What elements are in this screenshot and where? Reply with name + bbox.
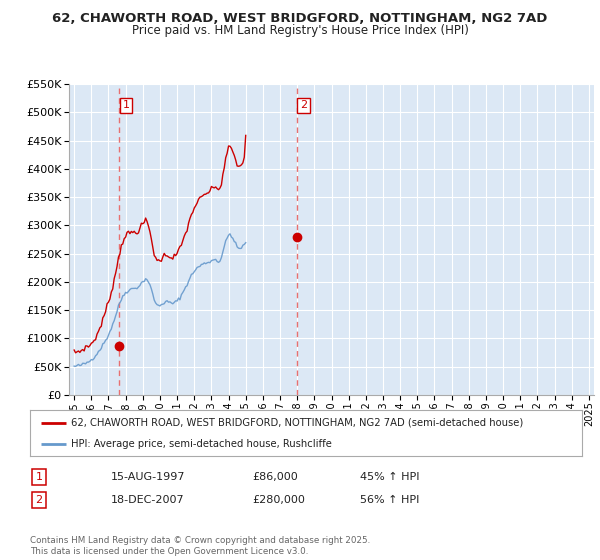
- Text: £86,000: £86,000: [252, 472, 298, 482]
- Text: Contains HM Land Registry data © Crown copyright and database right 2025.
This d: Contains HM Land Registry data © Crown c…: [30, 536, 370, 556]
- Text: 2: 2: [300, 100, 307, 110]
- Text: £280,000: £280,000: [252, 495, 305, 505]
- Text: 1: 1: [35, 472, 43, 482]
- Text: 56% ↑ HPI: 56% ↑ HPI: [360, 495, 419, 505]
- Text: 18-DEC-2007: 18-DEC-2007: [111, 495, 185, 505]
- Text: 2: 2: [35, 495, 43, 505]
- Text: Price paid vs. HM Land Registry's House Price Index (HPI): Price paid vs. HM Land Registry's House …: [131, 24, 469, 36]
- Text: HPI: Average price, semi-detached house, Rushcliffe: HPI: Average price, semi-detached house,…: [71, 439, 332, 449]
- Text: 62, CHAWORTH ROAD, WEST BRIDGFORD, NOTTINGHAM, NG2 7AD (semi-detached house): 62, CHAWORTH ROAD, WEST BRIDGFORD, NOTTI…: [71, 418, 524, 428]
- Text: 45% ↑ HPI: 45% ↑ HPI: [360, 472, 419, 482]
- Text: 62, CHAWORTH ROAD, WEST BRIDGFORD, NOTTINGHAM, NG2 7AD: 62, CHAWORTH ROAD, WEST BRIDGFORD, NOTTI…: [52, 12, 548, 25]
- Text: 15-AUG-1997: 15-AUG-1997: [111, 472, 185, 482]
- Text: 1: 1: [122, 100, 130, 110]
